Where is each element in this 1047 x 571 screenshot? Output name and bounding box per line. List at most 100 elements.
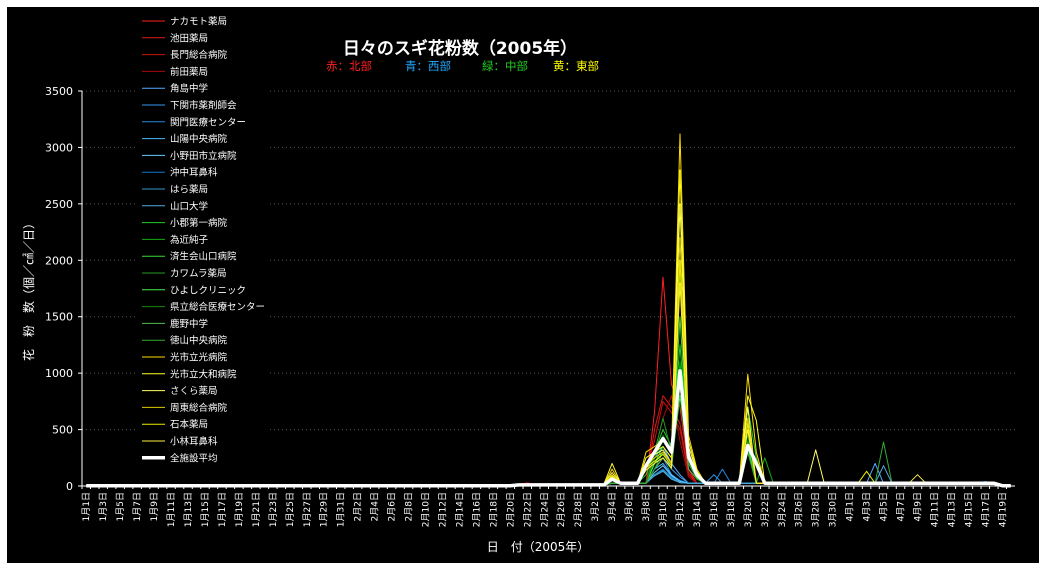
y-tick-label: 500 [52,424,73,437]
legend-entry: 角島中学 [170,83,208,95]
x-tick-label: 4月7日 [895,492,906,521]
x-tick-label: 1月11日 [166,492,177,527]
y-tick-label: 0 [66,480,73,493]
legend-entry: さくら薬局 [170,385,218,397]
x-tick-label: 4月19日 [997,492,1008,527]
x-tick-label: 4月9日 [912,492,923,521]
legend-entry: 前田薬局 [170,66,208,78]
x-tick-label: 1月13日 [183,492,194,527]
x-tick-label: 3月4日 [607,492,618,521]
legend-entry: 沖中耳鼻科 [170,167,218,179]
x-tick-label: 2月4日 [370,492,381,521]
x-tick-label: 2月8日 [404,492,415,521]
x-tick-label: 1月15日 [200,492,211,527]
legend-entry: ナカモト薬局 [170,16,227,28]
x-tick-label: 1月5日 [115,492,126,521]
y-axis-label: 花 粉 数（個／㎠／日） [21,217,36,361]
region-notes: 赤：北部 青：西部 緑：中部 黄：東部 [326,59,599,73]
y-tick-label: 1500 [45,311,73,324]
legend-entry: 光市立大和病院 [170,368,237,380]
legend-entry: ひよしクリニック [170,285,246,296]
x-tick-label: 1月23日 [268,492,279,527]
y-tick-label: 3000 [45,141,73,154]
legend: ナカモト薬局池田薬局長門総合病院前田薬局角島中学下関市薬剤師会関門医療センター山… [137,12,270,468]
legend-entry: カワムラ薬局 [170,268,227,280]
x-tick-label: 2月10日 [421,492,432,527]
x-tick-labels: 1月1日 1月3日 1月5日 1月7日 1月9日 1月11日 1月13日 1月15日 1月17日… [81,486,1008,527]
x-axis-label: 日 付（2005年） [487,540,590,554]
x-tick-label: 4月5日 [879,492,890,521]
x-tick-label: 2月22日 [522,492,533,527]
x-tick-label: 4月3日 [862,492,873,521]
x-tick-label: 3月26日 [794,492,805,527]
y-tick-label: 1000 [45,367,73,380]
region-note: 赤：北部 [326,59,372,73]
x-tick-label: 1月21日 [251,492,262,527]
x-tick-label: 1月19日 [234,492,245,527]
legend-entry: 周東総合病院 [170,402,228,414]
x-tick-label: 4月11日 [929,492,940,527]
legend-entry: 鹿野中学 [170,318,208,330]
x-tick-label: 1月7日 [132,492,143,521]
x-tick-label: 1月1日 [81,492,92,521]
x-tick-label: 2月24日 [539,492,550,527]
legend-entry: 小林耳鼻科 [170,436,218,448]
region-note: 緑：中部 [482,59,528,73]
x-tick-label: 3月2日 [590,492,601,521]
x-tick-label: 2月28日 [573,492,584,527]
x-tick-label: 3月28日 [811,492,822,527]
x-tick-label: 3月20日 [743,492,754,527]
legend-entry: 小野田市立病院 [170,150,237,162]
x-tick-label: 1月29日 [319,492,330,527]
x-tick-label: 3月16日 [709,492,720,527]
y-tick-label: 2500 [45,198,73,211]
legend-entry: 長門総合病院 [170,49,228,61]
x-tick-label: 1月31日 [336,492,347,527]
legend-entry: 池田薬局 [170,32,208,44]
y-tick-label: 3500 [45,85,73,98]
x-tick-label: 4月15日 [963,492,974,527]
x-tick-label: 3月18日 [726,492,737,527]
x-tick-label: 1月9日 [149,492,160,521]
x-tick-label: 3月22日 [760,492,771,527]
series-layer [86,133,1011,488]
x-tick-label: 2月12日 [437,492,448,527]
legend-entry: 全施設平均 [170,452,218,464]
legend-entry: 山陽中央病院 [170,133,228,145]
series-line-27 [86,369,1011,488]
x-tick-label: 2月26日 [556,492,567,527]
legend-entry: 小郡第一病院 [170,217,228,229]
x-tick-label: 1月3日 [98,492,109,521]
legend-entry: 石本薬局 [170,419,208,431]
x-tick-label: 4月1日 [845,492,856,521]
legend-entry: 光市立光病院 [170,352,228,364]
x-tick-label: 3月10日 [658,492,669,527]
legend-entry: はら薬局 [170,184,208,196]
x-tick-label: 2月18日 [488,492,499,527]
legend-entry: 山口大学 [170,200,208,212]
x-tick-label: 3月6日 [624,492,635,521]
region-note: 黄：東部 [553,59,599,73]
legend-entry: 県立総合医療センター [170,301,265,313]
x-tick-label: 3月30日 [828,492,839,527]
x-tick-label: 2月14日 [454,492,465,527]
x-tick-label: 3月14日 [692,492,703,527]
x-tick-label: 3月24日 [777,492,788,527]
x-tick-label: 3月8日 [641,492,652,521]
x-tick-label: 1月17日 [217,492,228,527]
x-tick-label: 2月16日 [471,492,482,527]
legend-entry: 為近純子 [170,234,209,246]
chart-title: 日々のスギ花粉数（2005年） [343,38,577,59]
x-tick-label: 3月12日 [675,492,686,527]
x-tick-label: 1月27日 [302,492,313,527]
legend-entry: 済生会山口病院 [170,251,237,263]
x-tick-label: 2月2日 [353,492,364,521]
x-tick-label: 1月25日 [285,492,296,527]
x-tick-label: 4月17日 [980,492,991,527]
legend-entry: 徳山中央病院 [170,335,228,347]
y-tick-label: 2000 [45,254,73,267]
legend-entry: 関門医療センター [170,116,246,128]
x-tick-label: 2月20日 [505,492,516,527]
